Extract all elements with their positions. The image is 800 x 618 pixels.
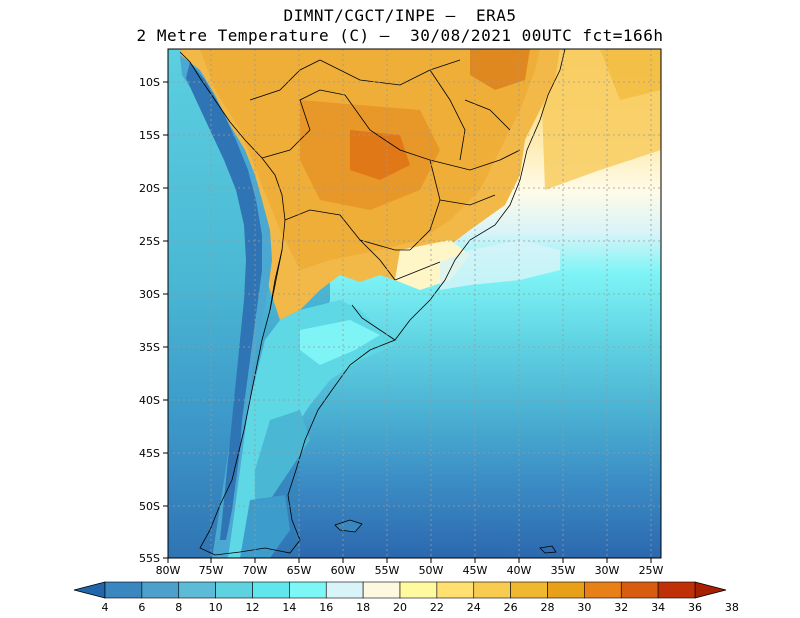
lat-label: 40S — [139, 394, 160, 407]
colorbar-label: 20 — [393, 601, 407, 614]
lon-label: 40W — [507, 564, 532, 577]
colorbar-swatch — [252, 581, 290, 599]
lat-label: 25S — [139, 235, 160, 248]
plot-frame — [167, 48, 662, 559]
lon-label: 30W — [595, 564, 620, 577]
lat-label: 55S — [139, 552, 160, 565]
lat-label: 20S — [139, 182, 160, 195]
lon-label: 50W — [419, 564, 444, 577]
colorbar-swatch — [510, 581, 548, 599]
lon-label: 55W — [375, 564, 400, 577]
colorbar-left-arrow — [73, 581, 106, 599]
map-title-line2: 2 Metre Temperature (C) – 30/08/2021 00U… — [136, 26, 664, 45]
colorbar-swatch — [436, 581, 475, 599]
lon-label: 25W — [639, 564, 664, 577]
colorbar-swatch — [325, 581, 364, 599]
colorbar-swatch — [399, 581, 438, 599]
colorbar-label: 24 — [467, 601, 481, 614]
colorbar-swatch — [362, 581, 401, 599]
colorbar-swatch — [289, 581, 327, 599]
lat-label: 10S — [139, 76, 160, 89]
latitude-labels: 10S 15S 20S 25S 30S 35S 40S 45S 50S 55S — [139, 76, 160, 565]
colorbar-right-arrow — [694, 581, 727, 599]
lon-label: 60W — [331, 564, 356, 577]
colorbar-label: 32 — [614, 601, 628, 614]
lon-label: 80W — [156, 564, 181, 577]
colorbar-swatch — [584, 581, 622, 599]
map-borders — [179, 49, 566, 556]
lat-label: 35S — [139, 341, 160, 354]
colorbar-swatch — [141, 581, 180, 599]
colorbar-swatch — [657, 581, 696, 599]
colorbar-swatch — [620, 581, 659, 599]
colorbar-label: 14 — [282, 601, 296, 614]
colorbar-label: 36 — [688, 601, 702, 614]
colorbar-label: 34 — [651, 601, 665, 614]
temperature-field — [168, 49, 661, 558]
longitude-labels: 80W 75W 70W 65W 60W 55W 50W 45W 40W 35W … — [156, 564, 664, 577]
map-title-line1: DIMNT/CGCT/INPE – ERA5 — [283, 6, 517, 25]
colorbar-label: 16 — [319, 601, 333, 614]
lon-label: 45W — [463, 564, 488, 577]
lat-label: 50S — [139, 500, 160, 513]
colorbar-label: 12 — [246, 601, 260, 614]
colorbar-swatch — [473, 581, 511, 599]
colorbar-label: 26 — [504, 601, 518, 614]
lon-label: 70W — [243, 564, 268, 577]
colorbar-label: 8 — [175, 601, 182, 614]
map-gridlines — [168, 49, 661, 558]
colorbar-label: 6 — [138, 601, 145, 614]
colorbar-label: 4 — [102, 601, 109, 614]
colorbar-swatch — [215, 581, 253, 599]
colorbar-label: 18 — [356, 601, 370, 614]
lat-label: 15S — [139, 129, 160, 142]
colorbar-swatch — [104, 581, 143, 599]
colorbar-label: 10 — [209, 601, 223, 614]
colorbar-swatch — [547, 581, 585, 599]
lon-label: 65W — [287, 564, 312, 577]
colorbar-label: 30 — [577, 601, 591, 614]
colorbar-swatch — [178, 581, 216, 599]
lon-label: 75W — [199, 564, 224, 577]
lat-label: 45S — [139, 447, 160, 460]
colorbar-label: 22 — [430, 601, 444, 614]
colorbar-label: 38 — [725, 601, 739, 614]
lon-label: 35W — [551, 564, 576, 577]
colorbar: 4 6 8 10 12 14 16 18 20 22 24 26 28 30 32 34 36 38 — [73, 581, 739, 614]
colorbar-label: 28 — [541, 601, 555, 614]
lat-label: 30S — [139, 288, 160, 301]
axis-ticks — [163, 81, 652, 563]
